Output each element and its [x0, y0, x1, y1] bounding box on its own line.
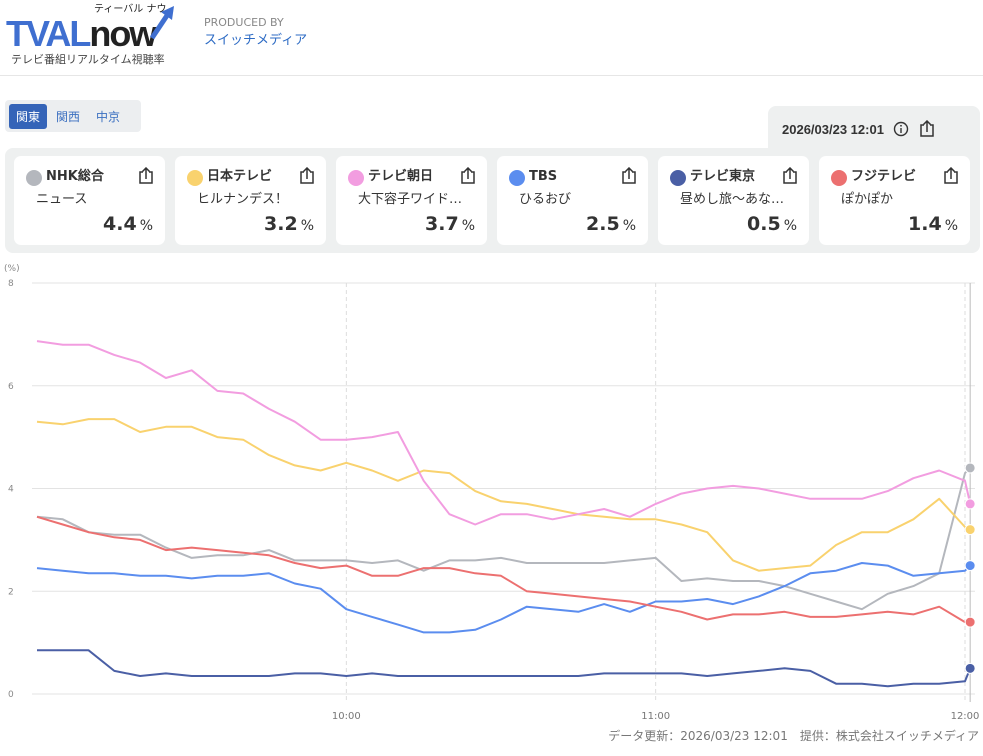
- series-line: [36, 418, 971, 572]
- series-line: [36, 562, 971, 634]
- program-title: ヒルナンデス！: [197, 192, 289, 207]
- channel-color-dot: [348, 170, 364, 186]
- channel-color-dot: [509, 170, 525, 186]
- channel-card[interactable]: NHK総合 ニュース 4.4%: [14, 156, 165, 245]
- channel-cards: NHK総合 ニュース 4.4% 日本テレビ ヒルナンデス！ 3.2% テレビ朝日…: [5, 148, 980, 253]
- x-tick-label: 11:00: [641, 711, 670, 722]
- program-title: 昼めし旅〜あな…: [680, 192, 785, 207]
- datetime: 2026/03/23 12:01: [782, 121, 884, 137]
- tab-chukyo[interactable]: 中京: [96, 109, 121, 124]
- series-end-point: [964, 662, 976, 674]
- program-title: ひるおび: [519, 192, 572, 207]
- channel-card[interactable]: テレビ朝日 大下容子ワイド… 3.7%: [336, 156, 487, 245]
- series-line: [37, 649, 972, 688]
- channel-name: テレビ朝日: [368, 169, 434, 184]
- channel-card[interactable]: テレビ東京 昼めし旅〜あな… 0.5%: [658, 156, 809, 245]
- x-tick-label: 10:00: [332, 711, 361, 722]
- share-icon[interactable]: [918, 120, 936, 138]
- channel-color-dot: [26, 170, 42, 186]
- channel-name: NHK総合: [46, 169, 104, 184]
- y-tick-label: 4: [8, 485, 14, 495]
- ratings-line-chart: 0 2 4 6 8 (%) 10:00 11:00 12:00: [0, 262, 983, 732]
- share-icon[interactable]: [942, 167, 960, 185]
- logo-wordmark: TVALnow: [6, 13, 157, 54]
- tvalnow-logo[interactable]: ティーバル ナウ TVALnow テレビ番組リアルタイム視聴率: [6, 4, 176, 66]
- channel-card[interactable]: フジテレビ ぽかぽか 1.4%: [819, 156, 970, 245]
- channel-card[interactable]: TBS ひるおび 2.5%: [497, 156, 648, 245]
- rating-value: 4.4%: [103, 213, 153, 235]
- tab-kanto[interactable]: 関東: [9, 103, 48, 129]
- produced-by-label: PRODUCED BY: [204, 16, 284, 29]
- series-end-point: [964, 616, 976, 628]
- header: ティーバル ナウ TVALnow テレビ番組リアルタイム視聴率 PRODUCED…: [0, 0, 983, 76]
- footer-credit: データ更新：2026/03/23 12:01 提供：株式会社スイッチメディア: [608, 729, 979, 743]
- x-tick-label: 12:00: [951, 711, 980, 722]
- program-title: ぽかぽか: [841, 192, 894, 207]
- rating-value: 3.7%: [425, 213, 475, 235]
- producer-link[interactable]: スイッチメディア: [204, 33, 308, 48]
- series-line: [36, 467, 971, 611]
- series-end-point: [964, 498, 976, 510]
- channel-color-dot: [831, 170, 847, 186]
- share-icon[interactable]: [459, 167, 477, 185]
- program-title: 大下容子ワイド…: [358, 192, 463, 207]
- region-tabs: 関東 関西 中京: [5, 100, 141, 132]
- y-tick-label: 8: [8, 279, 14, 289]
- channel-name: フジテレビ: [851, 169, 917, 184]
- rating-value: 0.5%: [747, 213, 797, 235]
- datetime-panel: 2026/03/23 12:01: [768, 106, 980, 152]
- rating-value: 3.2%: [264, 213, 314, 235]
- logo-subtitle: テレビ番組リアルタイム視聴率: [11, 53, 165, 66]
- share-icon[interactable]: [137, 167, 155, 185]
- channel-card[interactable]: 日本テレビ ヒルナンデス！ 3.2%: [175, 156, 326, 245]
- series-end-point: [964, 560, 976, 572]
- series-end-point: [964, 524, 976, 536]
- rating-value: 2.5%: [586, 213, 636, 235]
- series-end-point: [964, 462, 976, 474]
- y-tick-label: 2: [8, 587, 14, 597]
- share-icon[interactable]: [781, 167, 799, 185]
- y-tick-label: 0: [8, 690, 14, 700]
- logo-ruby: ティーバル ナウ: [94, 4, 167, 15]
- info-icon[interactable]: [892, 120, 910, 138]
- series-line: [36, 515, 971, 624]
- tab-kansai[interactable]: 関西: [56, 109, 81, 124]
- channel-color-dot: [187, 170, 203, 186]
- y-tick-label: 6: [8, 382, 14, 392]
- series-line: [36, 340, 972, 526]
- channel-name: テレビ東京: [690, 169, 756, 184]
- share-icon[interactable]: [620, 167, 638, 185]
- channel-name: 日本テレビ: [207, 169, 273, 184]
- channel-name: TBS: [529, 169, 558, 184]
- channel-color-dot: [670, 170, 686, 186]
- share-icon[interactable]: [298, 167, 316, 185]
- program-title: ニュース: [36, 192, 88, 207]
- rating-value: 1.4%: [908, 213, 958, 235]
- y-axis-label: (%): [4, 264, 20, 274]
- arrow-up-icon: [149, 6, 174, 40]
